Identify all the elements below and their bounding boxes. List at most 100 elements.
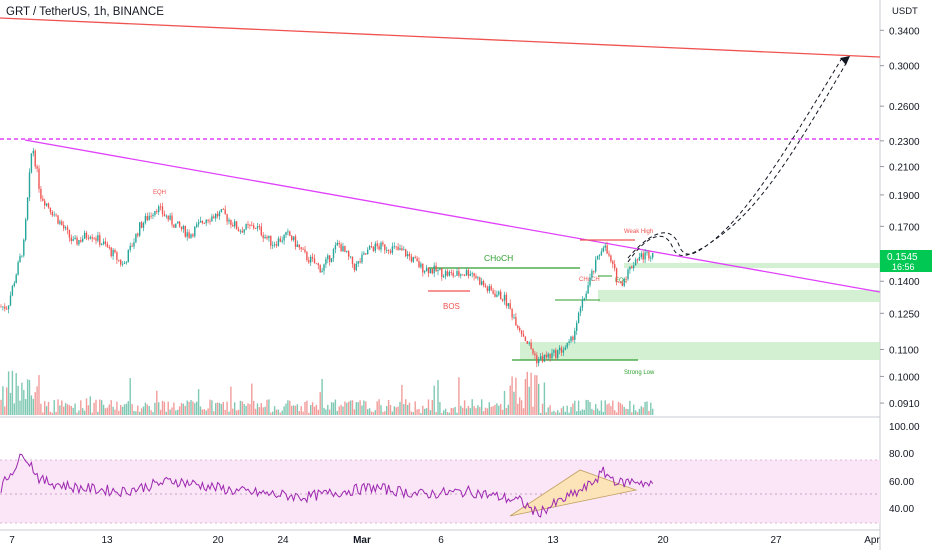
volume-bar [401, 384, 403, 415]
candle-body [21, 255, 23, 257]
candle-body [178, 221, 181, 227]
candle-body [235, 221, 238, 230]
candle-body [277, 238, 280, 246]
volume-bar [186, 400, 188, 415]
candle-body [574, 330, 576, 340]
volume-bar [188, 401, 190, 415]
rsi-axis[interactable]: 100.00 80.00 60.00 40.00 [889, 422, 920, 515]
volume-bar [454, 406, 456, 415]
candle-body [163, 214, 166, 216]
candle-body [591, 270, 593, 278]
volume-bar [431, 399, 433, 415]
candle-body [372, 246, 375, 251]
candle-body [131, 245, 133, 247]
volume-bar [287, 400, 289, 415]
volume-bar [129, 378, 131, 415]
volume-bar [42, 412, 44, 415]
candle-body [437, 269, 439, 272]
candle-body [524, 336, 527, 342]
volume-bar [264, 406, 266, 415]
volume-bar [190, 400, 192, 415]
volume-bar [203, 409, 205, 415]
candle-body [108, 247, 110, 249]
volume-bar [182, 403, 185, 415]
volume-bar [422, 405, 424, 415]
candle-body [144, 216, 147, 223]
candle-body [230, 219, 232, 225]
volume-bar [19, 400, 21, 415]
candle-body [28, 172, 31, 198]
volume-bar [228, 411, 230, 415]
volume-bar [566, 405, 568, 415]
rsi-wedge [509, 469, 638, 517]
candle-body [638, 256, 641, 261]
candle-body [91, 237, 93, 239]
price-tick-label: 0.1250 [889, 309, 920, 320]
price-tick-label: 0.1100 [889, 345, 919, 356]
candle-body [463, 275, 466, 276]
volume-bar [199, 406, 202, 415]
volume-bar [47, 401, 50, 415]
volume-bar [61, 400, 63, 415]
time-tick-label: 6 [438, 535, 444, 546]
volume-bar [215, 403, 217, 415]
candle-body [137, 233, 139, 236]
volume-bar [522, 408, 525, 415]
time-axis[interactable]: 7 13 20 24 Mar 6 13 20 27 Apr [9, 535, 880, 546]
candle-body [177, 221, 179, 224]
volume-bar [652, 408, 654, 415]
volume-bar [530, 372, 532, 415]
volume-bar [317, 409, 319, 415]
candle-body [507, 303, 509, 307]
volume-bar [617, 401, 620, 415]
volume-bar [581, 409, 584, 415]
candle-body [66, 227, 69, 230]
candle-body [205, 219, 207, 224]
time-tick-label: 20 [212, 535, 224, 546]
volume-bar [161, 400, 164, 415]
volume-bar [414, 401, 416, 415]
volume-bar [80, 400, 82, 415]
candle-body [393, 246, 395, 248]
candle-body [629, 266, 631, 270]
candle-body [479, 277, 481, 285]
candle-body [19, 256, 21, 263]
price-axis[interactable]: 0.3400 0.3000 0.2600 0.2300 0.2100 0.1900 0.17… [880, 26, 920, 410]
volume-bar [524, 378, 527, 415]
volume-bar [486, 408, 489, 415]
volume-bar [99, 399, 101, 415]
candle-body [85, 232, 88, 238]
volume-bar [361, 405, 363, 415]
candle-body [292, 236, 295, 241]
volume-bar [397, 406, 399, 415]
candle-body [435, 265, 437, 272]
volume-bar [95, 399, 97, 415]
volume-bar [634, 410, 637, 415]
candle-body [617, 281, 620, 283]
volume-bar [251, 383, 253, 415]
volume-bar [420, 412, 422, 415]
candle-body [42, 198, 44, 201]
candle-body [63, 225, 65, 229]
volume-bar [53, 399, 55, 415]
volume-bar [230, 386, 232, 415]
volume-bar [234, 402, 236, 415]
candle-body [47, 203, 50, 208]
volume-bar [452, 408, 454, 415]
volume-bar [258, 407, 261, 415]
volume-bar [598, 410, 601, 415]
volume-bar [477, 405, 479, 415]
volume-bar [232, 408, 234, 415]
volume-bar [444, 408, 447, 415]
rsi-band [0, 460, 880, 523]
volume-bar [222, 401, 224, 415]
volume-bar [555, 412, 557, 415]
rsi-pane [0, 453, 654, 518]
candle-body [0, 306, 2, 308]
candle-body [460, 274, 462, 276]
weak-high-label: Weak High [624, 229, 653, 235]
candle-body [505, 294, 508, 307]
candle-body [226, 214, 228, 222]
candle-body [363, 253, 365, 255]
